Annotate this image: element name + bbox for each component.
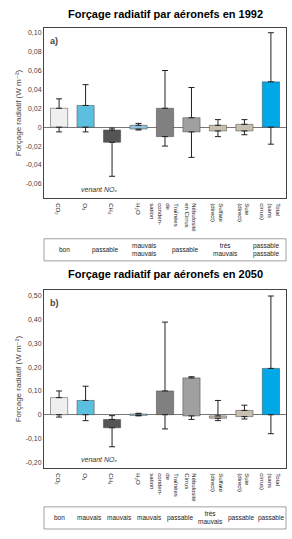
svg-text:b): b) bbox=[50, 298, 59, 308]
svg-text:Sulfate(direct): Sulfate(direct) bbox=[210, 203, 224, 222]
svg-text:-0,04: -0,04 bbox=[26, 161, 42, 168]
svg-text:a): a) bbox=[50, 36, 58, 46]
svg-text:mauvais: mauvais bbox=[77, 514, 102, 521]
svg-text:0,50: 0,50 bbox=[28, 292, 42, 299]
svg-text:Forçage radiatif par aéronefs: Forçage radiatif par aéronefs en 2050 bbox=[68, 268, 263, 280]
svg-text:NébulositéCirrus: NébulositéCirrus bbox=[184, 473, 198, 502]
svg-text:O₃: O₃ bbox=[82, 203, 88, 211]
svg-text:CH₄: CH₄ bbox=[108, 203, 114, 215]
svg-text:passable: passable bbox=[92, 246, 118, 254]
svg-text:Forçage radiatif (W m⁻²): Forçage radiatif (W m⁻²) bbox=[14, 69, 23, 156]
svg-text:mauvais: mauvais bbox=[137, 514, 162, 521]
svg-text:mauvais: mauvais bbox=[107, 514, 132, 521]
svg-text:bon: bon bbox=[59, 246, 70, 253]
svg-text:bon: bon bbox=[54, 514, 65, 521]
svg-text:0,02: 0,02 bbox=[28, 105, 42, 112]
svg-text:passable: passable bbox=[172, 246, 198, 254]
svg-text:mauvaismauvais: mauvaismauvais bbox=[132, 242, 157, 257]
svg-text:H₂O: H₂O bbox=[135, 203, 141, 215]
svg-text:0,40: 0,40 bbox=[28, 316, 42, 323]
svg-text:Suie(direct): Suie(direct) bbox=[237, 203, 251, 222]
svg-text:0,10: 0,10 bbox=[28, 29, 42, 36]
svg-text:passablepassable: passablepassable bbox=[253, 242, 279, 258]
svg-text:CH₄: CH₄ bbox=[108, 473, 114, 485]
svg-text:0,20: 0,20 bbox=[28, 364, 42, 371]
svg-text:Nébulositéen Cirrus: Nébulositéen Cirrus bbox=[184, 203, 198, 232]
svg-text:0,10: 0,10 bbox=[28, 387, 42, 394]
svg-text:passable: passable bbox=[167, 514, 193, 522]
svg-text:Total(sanscirrus): Total(sanscirrus) bbox=[259, 473, 281, 490]
svg-text:H₂O: H₂O bbox=[135, 473, 141, 485]
svg-text:passable: passable bbox=[228, 514, 254, 522]
svg-text:venant NOₓ: venant NOₓ bbox=[81, 186, 117, 193]
svg-text:venant NOₓ: venant NOₓ bbox=[81, 456, 117, 463]
svg-text:passable: passable bbox=[258, 514, 284, 522]
svg-text:0: 0 bbox=[38, 124, 42, 131]
svg-text:Forçage radiatif par aéronefs: Forçage radiatif par aéronefs en 1992 bbox=[68, 8, 263, 20]
svg-text:Suie(direct): Suie(direct) bbox=[237, 473, 251, 492]
svg-text:-0,10: -0,10 bbox=[26, 435, 42, 442]
svg-text:-0,20: -0,20 bbox=[26, 459, 42, 466]
svg-text:Sulfate(direct): Sulfate(direct) bbox=[210, 473, 224, 492]
svg-text:0,08: 0,08 bbox=[28, 48, 42, 55]
svg-text:CO₂: CO₂ bbox=[55, 203, 61, 215]
svg-text:0,06: 0,06 bbox=[28, 67, 42, 74]
svg-text:-0,06: -0,06 bbox=[26, 180, 42, 187]
svg-text:0,30: 0,30 bbox=[28, 340, 42, 347]
svg-text:-0,02: -0,02 bbox=[26, 143, 42, 150]
svg-text:Traînéesdeconden-sation: Traînéesdeconden-sation bbox=[149, 203, 178, 226]
svg-text:trèsmauvais: trèsmauvais bbox=[198, 510, 223, 525]
svg-text:0: 0 bbox=[38, 411, 42, 418]
svg-text:Forçage radiatif (W m⁻²): Forçage radiatif (W m⁻²) bbox=[14, 336, 23, 423]
svg-text:trèsmauvais: trèsmauvais bbox=[213, 242, 238, 257]
svg-text:Total(sanscirrus): Total(sanscirrus) bbox=[259, 203, 281, 220]
svg-text:O₃: O₃ bbox=[82, 473, 88, 481]
svg-text:CO₂: CO₂ bbox=[55, 473, 61, 485]
svg-text:Traînéesdeconden-sation: Traînéesdeconden-sation bbox=[149, 473, 178, 496]
svg-text:0,04: 0,04 bbox=[28, 86, 42, 93]
